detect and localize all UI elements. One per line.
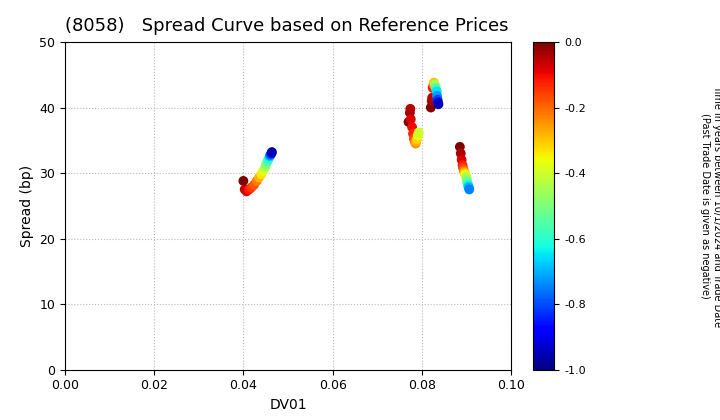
Point — [425, 104, 436, 111]
Point — [408, 130, 419, 137]
Point — [462, 181, 474, 188]
Point — [257, 168, 269, 174]
Point — [426, 94, 438, 101]
Point — [462, 183, 474, 189]
Point — [458, 167, 469, 174]
Point — [431, 92, 443, 99]
Point — [454, 144, 466, 150]
Point — [428, 79, 440, 86]
Point — [431, 88, 442, 94]
Point — [455, 150, 467, 157]
Point — [411, 136, 423, 142]
Point — [456, 162, 468, 168]
Point — [238, 178, 249, 184]
Point — [460, 173, 472, 180]
Point — [432, 96, 444, 103]
Point — [457, 165, 469, 171]
Y-axis label: Time in years between 10/1/2024 and Trade Date
(Past Trade Date is given as nega: Time in years between 10/1/2024 and Trad… — [700, 85, 720, 327]
Point — [412, 132, 423, 139]
Point — [459, 171, 471, 178]
Point — [246, 184, 257, 191]
Point — [409, 138, 420, 145]
Point — [253, 174, 265, 181]
Point — [265, 151, 276, 158]
Point — [433, 101, 444, 108]
Text: (8058)   Spread Curve based on Reference Prices: (8058) Spread Curve based on Reference P… — [65, 17, 508, 35]
Point — [410, 140, 421, 147]
Point — [240, 188, 252, 195]
Point — [430, 84, 441, 91]
Point — [266, 150, 277, 157]
Point — [256, 171, 267, 178]
Point — [406, 124, 418, 131]
Point — [410, 138, 422, 145]
Point — [463, 184, 474, 191]
Point — [404, 109, 415, 116]
Point — [263, 155, 274, 162]
Point — [261, 161, 272, 168]
Point — [432, 99, 444, 106]
Point — [459, 168, 470, 175]
Point — [427, 84, 438, 91]
Point — [426, 97, 438, 104]
Point — [408, 136, 420, 142]
Point — [264, 152, 276, 159]
Point — [459, 170, 471, 176]
Point — [243, 186, 255, 193]
Point — [462, 178, 473, 184]
Point — [405, 116, 416, 123]
Point — [251, 178, 263, 184]
Y-axis label: Spread (bp): Spread (bp) — [19, 165, 34, 247]
Point — [248, 181, 260, 188]
Point — [428, 81, 439, 88]
Point — [462, 179, 473, 186]
Point — [456, 157, 467, 163]
Point — [405, 105, 416, 112]
Point — [239, 186, 251, 193]
X-axis label: DV01: DV01 — [269, 398, 307, 412]
Point — [259, 165, 271, 171]
Point — [402, 118, 414, 125]
Point — [429, 81, 441, 88]
Point — [464, 186, 475, 193]
Point — [413, 129, 425, 136]
Point — [266, 149, 278, 155]
Point — [261, 158, 273, 165]
Point — [461, 175, 472, 181]
